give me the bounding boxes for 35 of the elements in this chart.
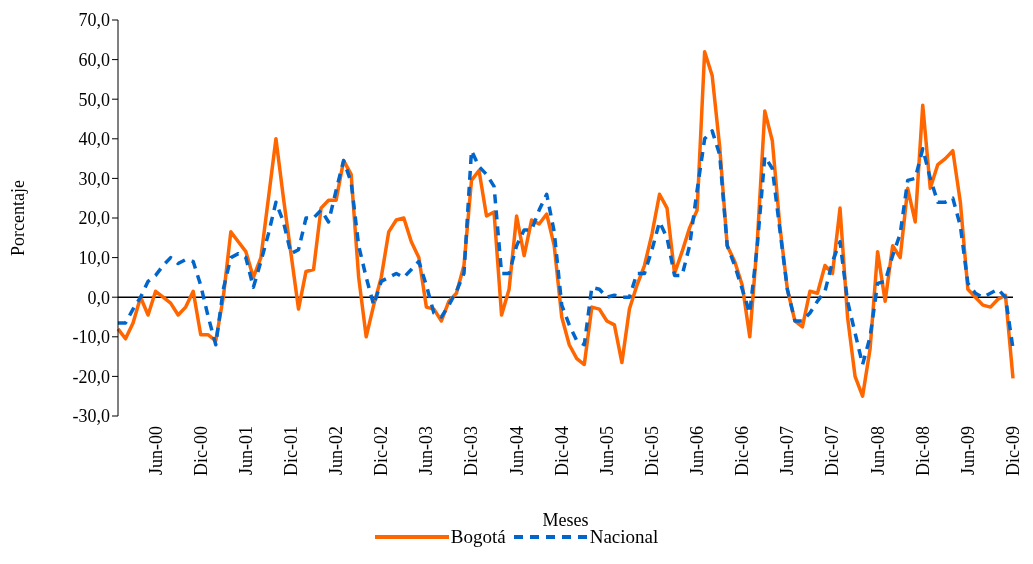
- x-tick-label: Dic-00: [190, 426, 211, 476]
- x-tick-label: Dic-07: [822, 426, 843, 476]
- x-tick-label: Dic-01: [280, 426, 301, 476]
- x-tick-label: Jun-06: [687, 426, 708, 475]
- x-tick-label: Dic-06: [732, 426, 753, 476]
- y-tick-label: 60,0: [78, 49, 110, 70]
- x-tick-label: Jun-00: [145, 426, 166, 475]
- x-tick-label: Jun-02: [326, 426, 347, 475]
- y-tick-label: -10,0: [72, 327, 110, 348]
- y-tick-label: -20,0: [72, 366, 110, 387]
- y-axis-title: Porcentaje: [8, 180, 29, 256]
- y-tick-label: 10,0: [78, 247, 110, 268]
- y-tick-label: 20,0: [78, 208, 110, 229]
- x-tick-label: Jun-03: [416, 426, 437, 475]
- y-tick-label: -30,0: [72, 406, 110, 427]
- x-tick-label: Dic-03: [461, 426, 482, 476]
- x-tick-label: Dic-09: [1003, 426, 1023, 476]
- x-tick-label: Dic-05: [641, 426, 662, 476]
- x-tick-label: Dic-04: [551, 426, 572, 476]
- y-tick-label: 50,0: [78, 89, 110, 110]
- x-tick-label: Jun-09: [957, 426, 978, 475]
- legend-label: Bogotá: [450, 526, 506, 548]
- x-tick-label: Dic-08: [912, 426, 933, 476]
- y-tick-label: 0,0: [87, 287, 110, 308]
- x-axis-title: Meses: [542, 510, 589, 530]
- x-tick-label: Jun-07: [777, 426, 798, 475]
- x-tick-label: Jun-08: [867, 426, 888, 475]
- y-tick-label: 70,0: [78, 10, 110, 31]
- y-tick-label: 30,0: [78, 168, 110, 189]
- x-tick-label: Jun-05: [596, 426, 617, 475]
- y-tick-label: 40,0: [78, 129, 110, 150]
- legend-label: Nacional: [589, 526, 659, 548]
- x-tick-label: Dic-02: [371, 426, 392, 476]
- x-tick-label: Jun-01: [235, 426, 256, 475]
- x-tick-label: Jun-04: [506, 426, 527, 475]
